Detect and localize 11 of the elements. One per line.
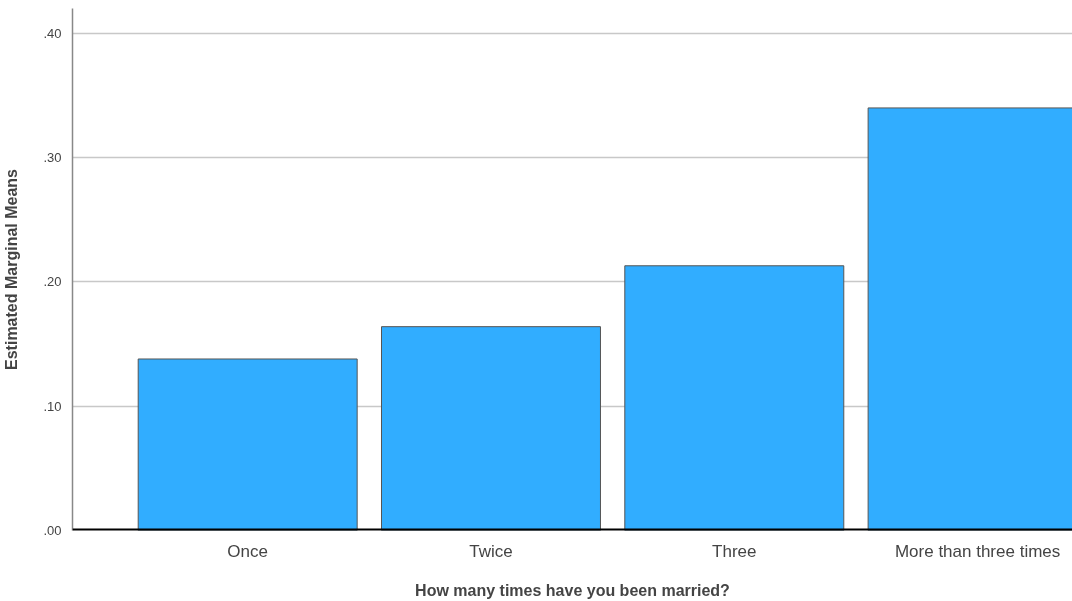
x-axis-title: How many times have you been married? xyxy=(415,581,730,599)
x-tick-label: More than three times xyxy=(894,541,1061,561)
y-tick-label: .30 xyxy=(43,150,62,166)
y-tick-label: .40 xyxy=(43,25,62,41)
x-tick-label: Once xyxy=(227,541,269,561)
y-tick-label: .10 xyxy=(43,398,62,414)
y-tick-label: .20 xyxy=(43,274,62,290)
y-tick-label: .00 xyxy=(43,523,62,538)
x-tick-label: Twice xyxy=(469,541,513,561)
x-tick-label: Three xyxy=(712,541,757,561)
y-axis-title: Estimated Marginal Means xyxy=(3,168,21,370)
